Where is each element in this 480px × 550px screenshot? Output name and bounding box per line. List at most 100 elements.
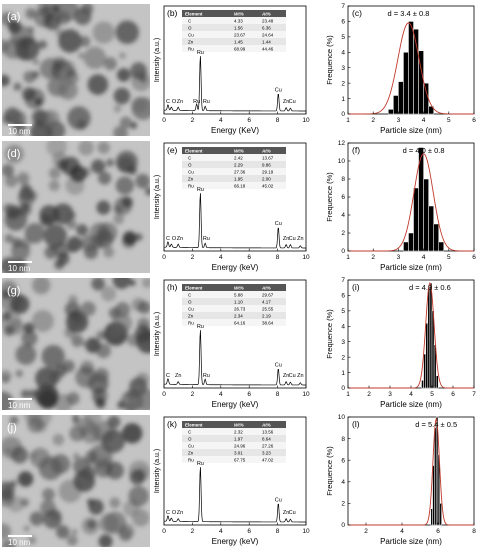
table-cell: Ru xyxy=(188,46,194,51)
edx-x-tick-label: 0 xyxy=(162,117,166,124)
peak-label: Ru xyxy=(203,99,210,105)
histogram-bar xyxy=(421,380,424,389)
hist-x-tick-label: 6 xyxy=(472,254,476,261)
table-cell: 1.97 xyxy=(234,436,243,441)
histogram-bar xyxy=(398,81,404,115)
hist-y-tick-label: 1 xyxy=(341,370,345,377)
table-cell: O xyxy=(188,436,192,441)
table-cell: Cu xyxy=(188,443,194,448)
size-histogram: (i) d = 4.9 ± 0.6 1 2 3 4 5 6 7 0 1 2 3 4 5 6 7 Particle … xyxy=(318,276,478,412)
table-cell: 24.64 xyxy=(262,32,274,37)
table-cell: Cu xyxy=(188,169,194,174)
hist-x-axis-label: Particle size (nm) xyxy=(380,400,442,409)
table-row xyxy=(182,182,286,189)
hist-x-tick-label: 2 xyxy=(367,391,371,398)
tem-panel-label: (d) xyxy=(7,148,20,160)
histogram-bar xyxy=(428,205,434,252)
table-cell: O xyxy=(188,299,192,304)
hist-x-tick-label: 8 xyxy=(472,528,476,535)
table-cell: 23.48 xyxy=(262,18,274,23)
peak-label: Ru xyxy=(197,324,204,330)
histogram-bar xyxy=(430,508,433,526)
table-cell: Zn xyxy=(188,39,194,44)
table-cell: 64.16 xyxy=(234,320,246,325)
table-cell: 24.96 xyxy=(234,443,246,448)
histogram-bar xyxy=(433,223,439,252)
edx-x-tick-label: 6 xyxy=(247,391,251,398)
table-cell: 5.88 xyxy=(234,292,243,297)
hist-x-tick-label: 4 xyxy=(409,391,413,398)
table-row xyxy=(182,456,286,463)
hist-x-tick-label: 5 xyxy=(447,117,451,124)
table-cell: 1.44 xyxy=(262,39,271,44)
table-cell: Cu xyxy=(188,32,194,37)
size-annotation: d = 3.4 ± 0.8 xyxy=(388,9,430,18)
table-cell: 2.42 xyxy=(234,155,243,160)
edx-x-tick-label: 4 xyxy=(219,254,223,261)
edx-x-axis-label: Energy (keV) xyxy=(212,537,259,546)
histogram-bar xyxy=(432,465,435,526)
size-histogram: (c) d = 3.4 ± 0.8 1 2 3 4 5 6 0 1 2 3 4 5 6 7 Particle s… xyxy=(318,2,478,138)
tem-image: (d) 10 nm xyxy=(2,141,150,273)
histogram-bar xyxy=(403,241,409,252)
table-row xyxy=(182,24,286,31)
gaussian-fit-curve xyxy=(348,22,474,115)
hist-y-tick-label: 7 xyxy=(341,277,345,284)
peak-label: Ru xyxy=(197,50,204,56)
table-header: Element xyxy=(185,148,203,153)
hist-x-tick-label: 6 xyxy=(451,391,455,398)
hist-y-tick-label: 7 xyxy=(341,3,345,10)
hist-panel-label: (i) xyxy=(352,282,360,292)
hist-x-axis-label: Particle size (nm) xyxy=(380,126,442,135)
size-histogram: (f) d = 4.0 ± 0.8 1 2 3 4 5 6 0 2 4 6 8 10 12 Particle … xyxy=(318,139,478,275)
edx-trace xyxy=(163,56,306,112)
table-header: At% xyxy=(261,11,271,16)
peak-label: Cu xyxy=(289,373,296,379)
hist-y-tick-label: 2 xyxy=(341,80,345,87)
tem-image: (j) 10 nm xyxy=(2,415,150,547)
peak-label: Zn xyxy=(175,373,181,379)
hist-x-tick-label: 2 xyxy=(364,528,368,535)
peak-label: Ru xyxy=(197,187,204,193)
peak-label: Cu xyxy=(289,510,296,516)
hist-y-tick-label: 12 xyxy=(338,140,346,147)
scale-bar-label: 10 nm xyxy=(8,127,31,136)
gaussian-fit-curve xyxy=(348,417,474,526)
histogram-bar xyxy=(438,241,445,252)
table-cell: 25.55 xyxy=(262,306,274,311)
hist-x-tick-label: 1 xyxy=(346,254,350,261)
edx-x-tick-label: 2 xyxy=(191,117,195,124)
hist-y-tick-label: 3 xyxy=(341,65,345,72)
table-cell: Zn xyxy=(188,450,194,455)
peak-label: C xyxy=(166,236,170,242)
tem-image: (a) 10 nm xyxy=(2,4,150,136)
tem-particles xyxy=(2,4,150,136)
hist-y-tick-label: 2 xyxy=(341,501,345,508)
table-header: Wt% xyxy=(234,11,244,16)
table-cell: 2.19 xyxy=(262,313,271,318)
histogram-bar xyxy=(434,427,437,526)
hist-frame xyxy=(347,279,475,389)
gaussian-fit-curve xyxy=(348,282,474,389)
hist-y-axis-label: Frequence (%) xyxy=(325,35,334,85)
table-header: At% xyxy=(261,148,271,153)
hist-x-tick-label: 6 xyxy=(436,528,440,535)
peak-label: O xyxy=(172,510,177,516)
tem-panel-label: (a) xyxy=(7,11,20,23)
table-row xyxy=(182,45,286,52)
edx-x-axis-label: Energy (KeV) xyxy=(211,126,259,135)
edx-x-tick-label: 0 xyxy=(162,528,166,535)
hist-x-axis-label: Particle size (nm) xyxy=(380,263,442,272)
table-row xyxy=(182,428,286,435)
hist-y-tick-label: 8 xyxy=(341,176,345,183)
table-cell: C xyxy=(188,18,192,23)
table-cell: C xyxy=(188,155,192,160)
histogram-bar xyxy=(428,106,434,115)
histogram-bar xyxy=(427,287,431,389)
peak-label: Zn xyxy=(283,510,289,516)
histogram-bar xyxy=(435,375,439,389)
edx-trace xyxy=(163,467,306,523)
hist-y-tick-label: 4 xyxy=(341,212,345,219)
table-header: At% xyxy=(261,285,271,290)
table-cell: 29.19 xyxy=(262,169,274,174)
